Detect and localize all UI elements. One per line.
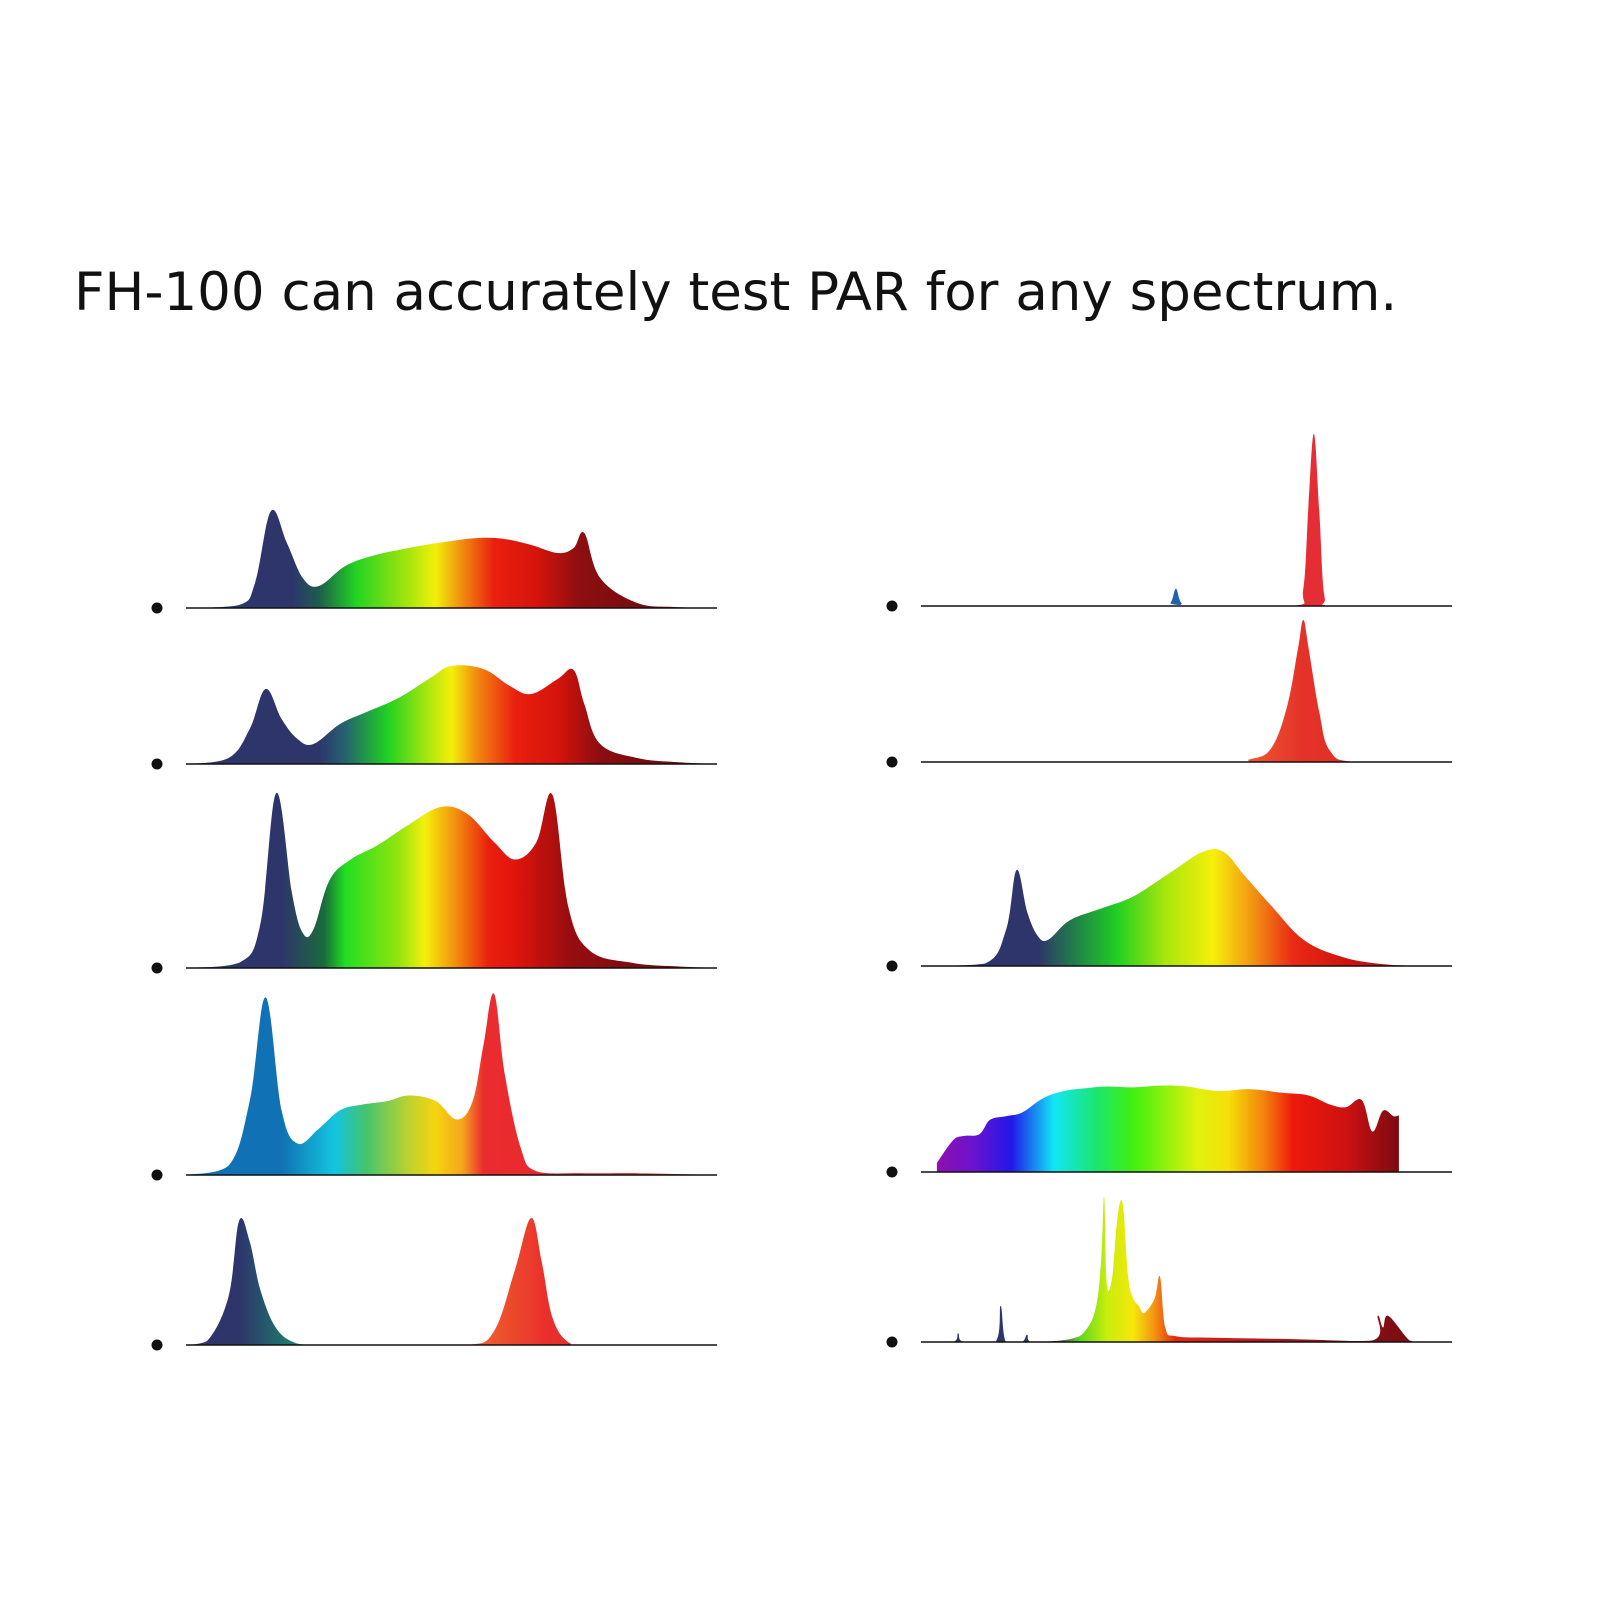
spectrum-area xyxy=(921,1196,1452,1342)
spectrum-panel xyxy=(151,1217,717,1351)
page-title: FH-100 can accurately test PAR for any s… xyxy=(74,262,1398,323)
spectrum-panel xyxy=(886,620,1452,768)
spectrum-panel xyxy=(151,792,717,974)
bullet-dot xyxy=(886,1336,898,1348)
bullet-dot xyxy=(886,960,898,972)
spectrum-area xyxy=(186,509,717,608)
spectrum-area xyxy=(921,848,1452,966)
spectrum-panel xyxy=(151,509,717,614)
spectrum-panel xyxy=(151,665,717,770)
bullet-dot xyxy=(151,962,163,974)
bullet-dot xyxy=(151,758,163,770)
bullet-dot xyxy=(151,1339,163,1351)
spectrum-area xyxy=(186,993,717,1175)
spectrum-area xyxy=(186,665,717,764)
bullet-dot xyxy=(151,602,163,614)
bullet-dot xyxy=(886,1166,898,1178)
spectrum-panel xyxy=(886,1085,1452,1178)
bullet-dot xyxy=(886,600,898,612)
spectrum-panel xyxy=(886,848,1452,972)
bullet-dot xyxy=(886,756,898,768)
spectrum-area xyxy=(936,1085,1399,1172)
spectrum-panel xyxy=(151,993,717,1181)
spectrum-area xyxy=(186,1217,717,1345)
spectrum-area xyxy=(921,433,1452,606)
spectrum-area xyxy=(921,620,1452,762)
spectrum-area xyxy=(186,792,717,968)
spectrum-panel xyxy=(886,1196,1452,1348)
bullet-dot xyxy=(151,1169,163,1181)
spectrum-panel xyxy=(886,433,1452,612)
